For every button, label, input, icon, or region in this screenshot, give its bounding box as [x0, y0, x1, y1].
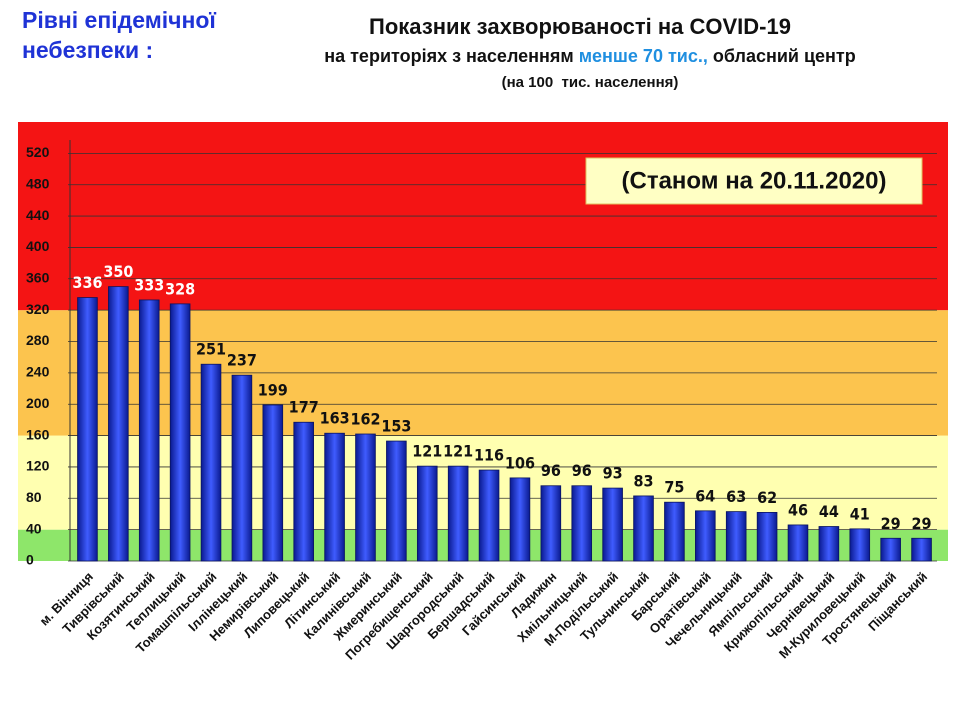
value-label: 96: [541, 461, 561, 480]
value-label: 63: [726, 487, 746, 506]
y-tick-label: 160: [26, 426, 50, 442]
bar: [108, 286, 129, 562]
bar: [695, 510, 716, 562]
y-tick-label: 480: [26, 175, 50, 191]
value-label: 83: [634, 471, 654, 490]
value-label: 121: [412, 442, 442, 461]
y-tick-label: 240: [26, 364, 50, 380]
annotation-box: [585, 157, 923, 205]
bar: [416, 465, 438, 562]
y-tick-label: 200: [26, 395, 50, 411]
bar: [911, 537, 932, 562]
value-label: 328: [165, 279, 195, 298]
value-label: 93: [603, 464, 623, 483]
bar: [664, 501, 685, 562]
subtitle-part: менше 70 тис.,: [579, 46, 708, 66]
bar: [602, 487, 623, 562]
value-label: 333: [134, 275, 164, 294]
bar: [324, 432, 345, 562]
bar: [756, 511, 778, 562]
y-tick-label: 440: [26, 207, 50, 223]
subtitle-note: (на 100 тис. населення): [502, 74, 679, 91]
value-label: 44: [819, 502, 839, 521]
y-tick-label: 280: [26, 332, 50, 348]
bar: [509, 477, 531, 562]
y-tick-label: 0: [26, 552, 34, 568]
value-label: 106: [505, 453, 535, 472]
bar: [447, 465, 469, 562]
bar: [200, 363, 222, 562]
value-label: 116: [474, 446, 504, 465]
bar: [293, 421, 314, 562]
value-label: 163: [320, 409, 350, 428]
value-label: 336: [72, 273, 102, 292]
value-label: 153: [381, 417, 411, 436]
bar: [355, 433, 376, 562]
y-tick-label: 400: [26, 238, 50, 254]
value-label: 41: [850, 504, 870, 523]
y-tick-label: 360: [26, 269, 50, 285]
bar: [169, 303, 191, 562]
value-label: 350: [103, 262, 133, 281]
bar: [138, 299, 160, 562]
value-label: 62: [757, 488, 777, 507]
bar: [633, 495, 654, 562]
bar: [787, 524, 809, 562]
bar: [849, 528, 871, 562]
annotation: (Станом на 20.11.2020): [622, 167, 887, 194]
subtitle-part: обласний центр: [708, 46, 856, 66]
value-label: 162: [350, 410, 380, 429]
value-label: 177: [289, 398, 319, 417]
value-label: 46: [788, 500, 808, 519]
y-tick-label: 320: [26, 301, 50, 317]
bar: [478, 469, 500, 562]
bar: [386, 440, 407, 562]
bar: [880, 537, 901, 562]
value-label: 75: [664, 478, 684, 497]
bar: [262, 404, 284, 562]
bar: [540, 485, 562, 562]
value-label: 96: [572, 461, 592, 480]
y-tick-label: 120: [26, 458, 50, 474]
value-label: 29: [912, 514, 932, 533]
subtitle-part: на територіях з населенням: [324, 46, 578, 66]
value-label: 251: [196, 340, 226, 359]
y-tick-label: 520: [26, 144, 50, 160]
chart-title: Показник захворюваності на COVID-19: [369, 14, 791, 39]
value-label: 237: [227, 351, 257, 370]
heading: небезпеки :: [22, 37, 153, 63]
value-label: 64: [695, 486, 715, 505]
bar: [231, 374, 253, 562]
bar: [725, 511, 747, 562]
value-label: 29: [881, 514, 901, 533]
value-label: 199: [258, 380, 288, 399]
chart-subtitle: на територіях з населенням менше 70 тис.…: [324, 46, 856, 66]
value-label: 121: [443, 442, 473, 461]
heading: Рівні епідемічної: [22, 7, 216, 33]
bar: [818, 526, 840, 562]
y-tick-label: 40: [26, 520, 42, 536]
y-tick-label: 80: [26, 489, 42, 505]
bar: [571, 485, 593, 562]
bar: [77, 297, 98, 562]
